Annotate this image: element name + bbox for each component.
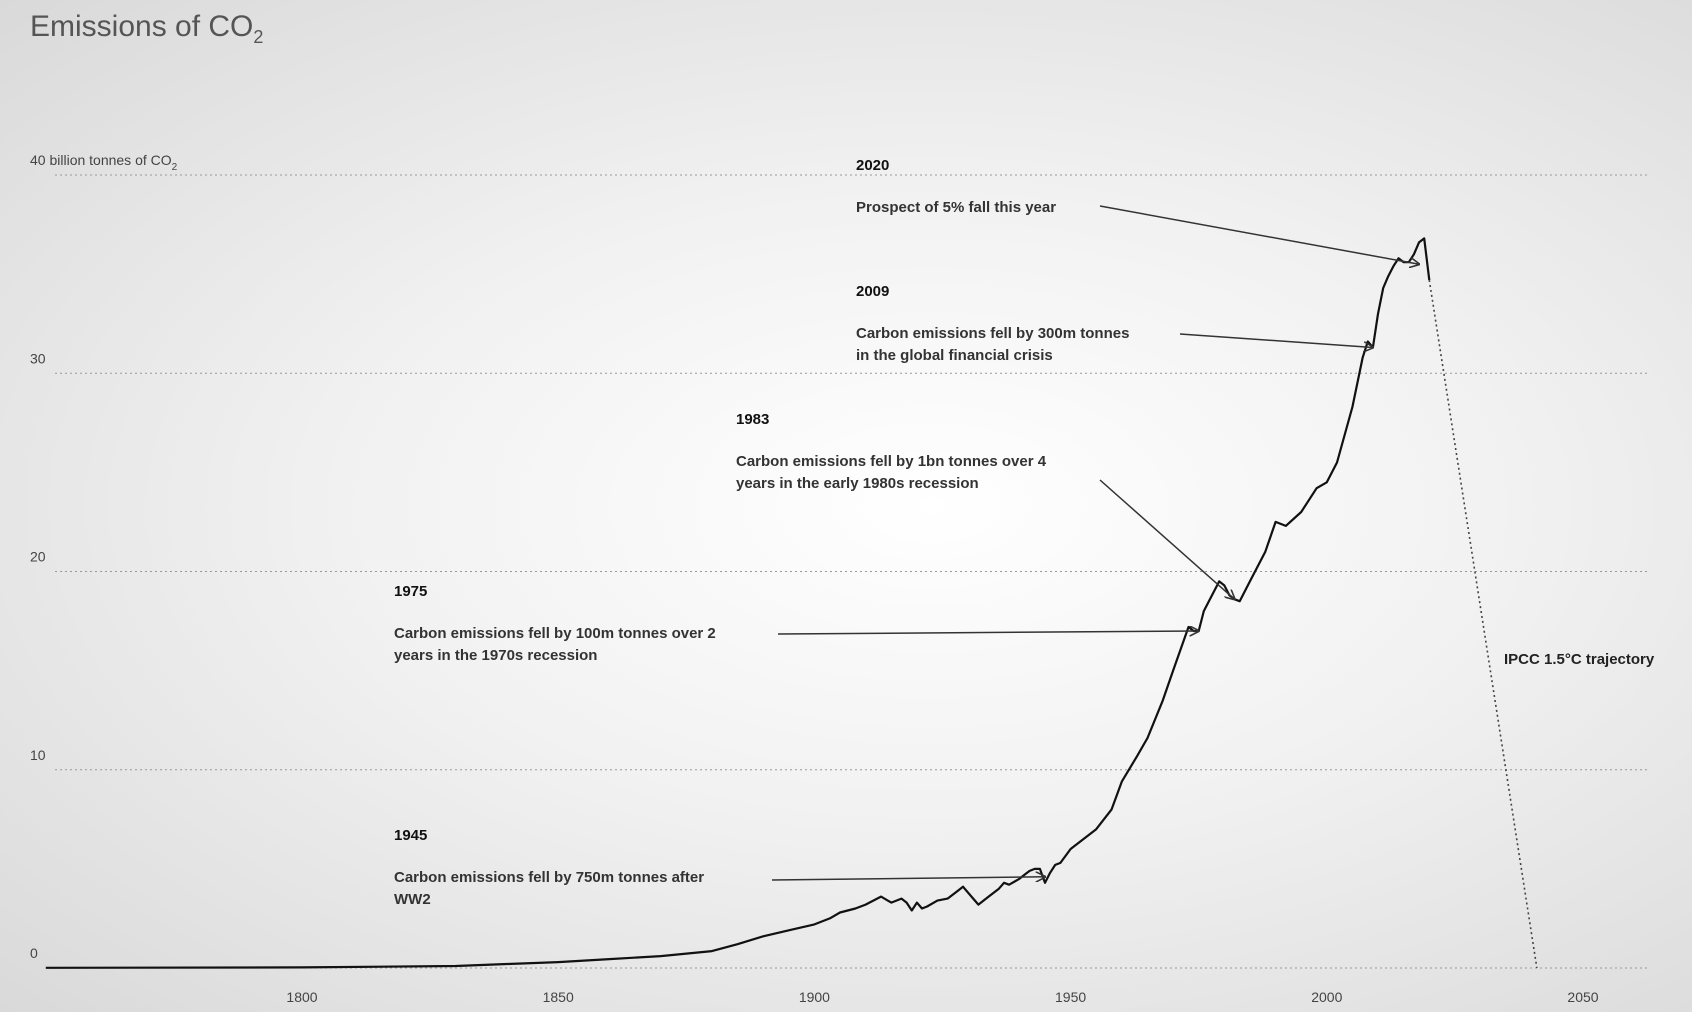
x-tick-label: 2050 [1567,989,1598,1005]
annotation-year-2009: 2009 [856,283,889,300]
annotation-arrow [771,877,1045,880]
y-tick-label: 30 [30,350,46,366]
x-tick-label: 1800 [286,989,317,1005]
annotation-year-2020: 2020 [856,157,889,174]
x-tick-label: 1950 [1055,989,1086,1005]
ipcc-trajectory-label: IPCC 1.5°C trajectory [1504,651,1655,668]
annotation-text: Prospect of 5% fall this year [856,199,1056,216]
annotation-text: Carbon emissions fell by 750m tonnes aft… [394,869,704,886]
x-tick-label: 2000 [1311,989,1342,1005]
annotation-year-1945: 1945 [394,827,427,844]
y-tick-label: 0 [30,945,38,961]
annotation-year-1975: 1975 [394,583,427,600]
x-tick-label: 1850 [543,989,574,1005]
y-tick-label: 10 [30,747,46,763]
x-tick-label: 1900 [799,989,830,1005]
annotation-text: WW2 [394,891,431,908]
annotation-text: Carbon emissions fell by 100m tonnes ove… [394,625,716,642]
annotation-text: years in the early 1980s recession [736,475,979,492]
annotation-arrow [1099,205,1419,264]
y-axis-top-label: 40 billion tonnes of CO2 [30,152,178,173]
emissions-line [45,237,1431,969]
annotation-arrow [1179,333,1373,347]
annotation-text: Carbon emissions fell by 300m tonnes [856,325,1129,342]
annotation-text: years in the 1970s recession [394,647,597,664]
y-tick-label: 20 [30,549,46,565]
annotation-text: Carbon emissions fell by 1bn tonnes over… [736,453,1047,470]
ipcc-trajectory-line [1428,279,1538,969]
chart-title: Emissions of CO2 [30,10,264,47]
annotation-text: in the global financial crisis [856,347,1053,364]
annotation-arrow [1099,479,1235,599]
annotation-year-1983: 1983 [736,411,769,428]
annotation-arrow [777,631,1199,634]
